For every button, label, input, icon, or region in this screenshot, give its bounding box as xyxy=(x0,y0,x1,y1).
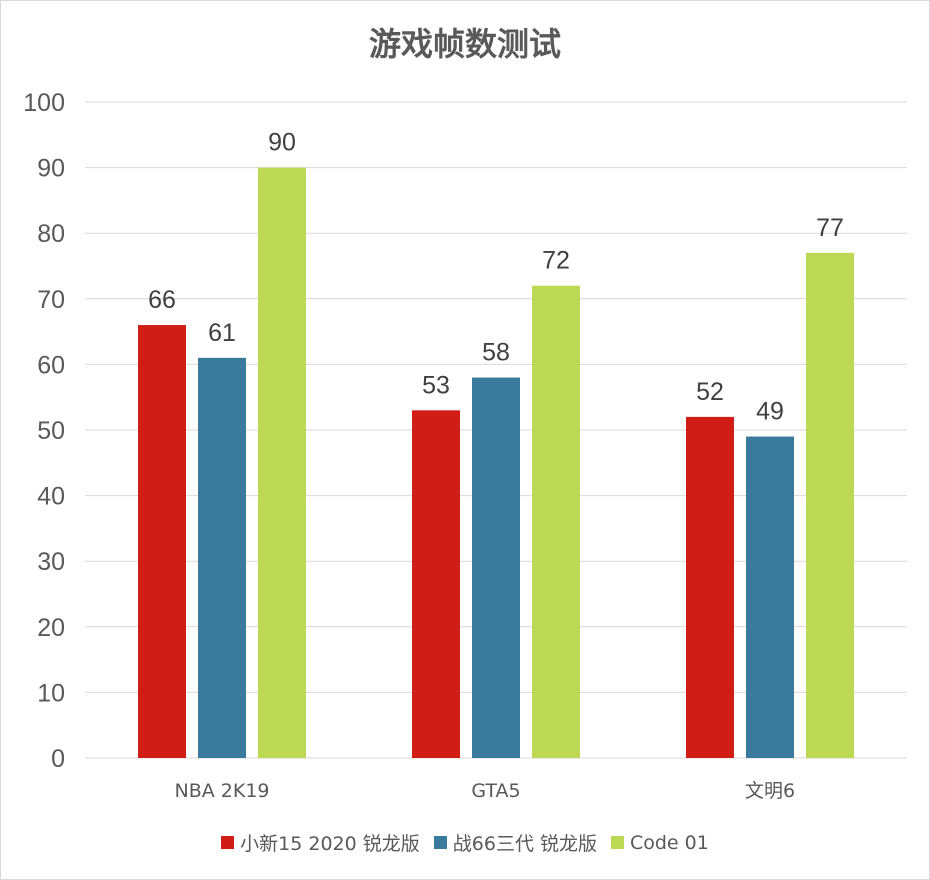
bar xyxy=(138,325,186,758)
legend-label: 小新15 2020 锐龙版 xyxy=(240,833,420,855)
data-label: 52 xyxy=(696,378,724,406)
data-labels: 66 61 90 53 58 72 52 49 77 xyxy=(148,129,844,426)
y-tick-label: 90 xyxy=(37,155,65,183)
data-label: 58 xyxy=(482,339,510,367)
x-axis-categories: NBA 2K19 GTA5 文明6 xyxy=(174,780,795,802)
data-label: 90 xyxy=(268,129,296,157)
x-category-label: 文明6 xyxy=(745,780,795,802)
legend: 小新15 2020 锐龙版 战66三代 锐龙版 Code 01 xyxy=(1,829,929,856)
data-label: 49 xyxy=(756,398,784,426)
y-axis-ticks: 0 10 20 30 40 50 60 70 80 90 100 xyxy=(23,89,65,773)
bars xyxy=(138,167,854,759)
y-tick-label: 30 xyxy=(37,548,65,576)
x-category-label: GTA5 xyxy=(471,780,520,802)
legend-label: Code 01 xyxy=(629,831,709,854)
chart-plot: 0 10 20 30 40 50 60 70 80 90 100 66 61 90 53 58 72 52 49 7… xyxy=(23,89,907,802)
bar xyxy=(258,167,306,759)
legend-item: 战66三代 锐龙版 xyxy=(433,829,597,856)
bar xyxy=(686,416,734,758)
data-label: 72 xyxy=(542,247,570,275)
legend-label: 战66三代 锐龙版 xyxy=(452,833,597,855)
x-category-label: NBA 2K19 xyxy=(174,780,269,802)
y-tick-label: 10 xyxy=(37,679,65,707)
data-label: 66 xyxy=(148,286,176,314)
y-tick-label: 70 xyxy=(37,286,65,314)
y-tick-label: 50 xyxy=(37,417,65,445)
bar xyxy=(746,436,794,758)
y-tick-label: 40 xyxy=(37,483,65,511)
y-tick-label: 80 xyxy=(37,220,65,248)
y-tick-label: 60 xyxy=(37,351,65,379)
bar xyxy=(532,285,580,758)
legend-swatch xyxy=(221,836,235,849)
chart-title: 游戏帧数测试 xyxy=(368,25,561,63)
bar xyxy=(412,410,460,758)
legend-item: Code 01 xyxy=(610,831,709,854)
legend-swatch xyxy=(610,836,624,849)
bar xyxy=(806,252,854,758)
data-label: 53 xyxy=(422,371,450,399)
y-tick-label: 100 xyxy=(23,89,65,117)
data-label: 61 xyxy=(208,319,236,347)
data-label: 77 xyxy=(816,214,844,242)
y-tick-label: 0 xyxy=(51,745,65,773)
legend-item: 小新15 2020 锐龙版 xyxy=(221,829,420,856)
legend-swatch xyxy=(433,836,447,849)
y-tick-label: 20 xyxy=(37,614,65,642)
bar xyxy=(198,357,246,758)
bar xyxy=(472,377,520,758)
